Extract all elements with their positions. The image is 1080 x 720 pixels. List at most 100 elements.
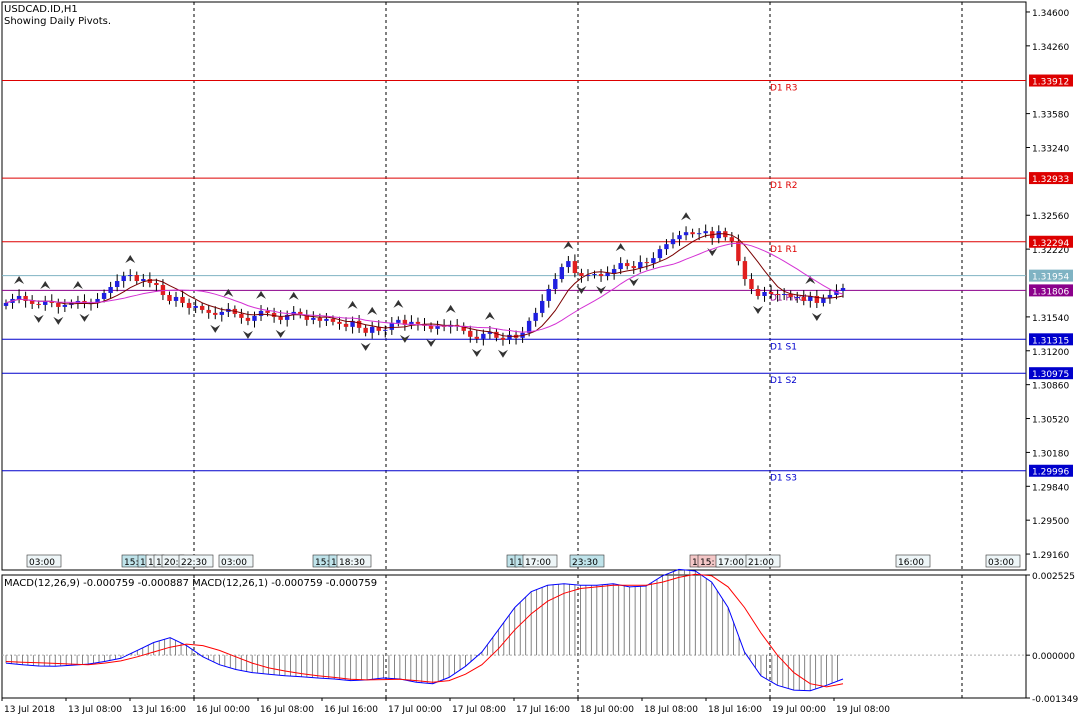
- candle-body: [749, 279, 754, 289]
- candle-body: [814, 295, 820, 303]
- price-tick-label: 1.29160: [1032, 551, 1069, 561]
- candle-body: [775, 293, 780, 295]
- candle-body: [324, 318, 329, 321]
- candle-body: [605, 273, 610, 277]
- candle-body: [494, 331, 499, 338]
- session-tag: [745, 554, 781, 568]
- level-price-tag: [1029, 74, 1073, 87]
- moving-averages: [5, 233, 844, 337]
- time-label: 18 Jul 16:00: [708, 705, 762, 715]
- level-price-tag-text: 1.31315: [1032, 336, 1069, 346]
- price-tick-label: 1.29500: [1032, 517, 1069, 527]
- candle-body: [278, 316, 283, 320]
- candle-body: [206, 309, 211, 313]
- level-name-2: D1 R1: [770, 245, 798, 255]
- time-label: 19 Jul 08:00: [836, 705, 890, 715]
- candle-body: [657, 249, 663, 259]
- candle-body: [533, 312, 538, 321]
- candle-body: [219, 311, 224, 315]
- fractal-up-arrow: [445, 304, 456, 313]
- session-tag: [522, 554, 558, 568]
- candle-body: [572, 261, 578, 274]
- session-tag-label: 1: [331, 558, 337, 568]
- candle-body: [827, 294, 833, 298]
- time-label: 16 Jul 08:00: [260, 705, 314, 715]
- price-tick-label: 1.34260: [1032, 43, 1069, 53]
- candle-body: [108, 286, 113, 293]
- candle-body: [193, 305, 198, 308]
- candle-body: [507, 334, 512, 340]
- fractal-up-arrow: [125, 255, 136, 264]
- session-tag: [178, 554, 214, 568]
- session-tag: [26, 554, 62, 568]
- candle-body: [154, 283, 159, 286]
- candle-body: [598, 274, 604, 277]
- candle-body: [265, 310, 270, 313]
- candle-body: [356, 320, 362, 328]
- price-tick-label: 1.29840: [1032, 483, 1069, 493]
- candle-body: [716, 231, 721, 239]
- fractal-down-arrow: [628, 278, 639, 287]
- candle-body: [834, 290, 839, 295]
- session-tag-label: 1: [517, 558, 523, 568]
- current-price-tag-text: 1.31954: [1032, 273, 1069, 283]
- candle-body: [245, 317, 251, 321]
- candle-body: [239, 313, 244, 318]
- time-axis: 03:00 15: 1 1 1 20: 22:30 03:00 15: 1 18:30 1 1 17:00…: [1, 554, 1021, 715]
- session-tag: [895, 554, 931, 568]
- macd-tick-label: 0.002525: [1032, 572, 1075, 582]
- session-tag-label: 03:00: [221, 558, 247, 568]
- candle-body: [363, 327, 368, 333]
- level-price-tag-text: 1.29996: [1032, 468, 1069, 478]
- candle-body: [840, 287, 846, 291]
- time-label: 16 Jul 16:00: [324, 705, 378, 715]
- session-tag: [336, 554, 372, 568]
- session-tag: [569, 554, 605, 568]
- candle-body: [526, 320, 532, 333]
- candle-body: [369, 326, 375, 333]
- session-tag-label: 1: [148, 558, 154, 568]
- candle-body: [808, 295, 813, 301]
- fractal-down-arrow: [210, 324, 221, 333]
- candle-body: [670, 239, 676, 245]
- candle-body: [651, 258, 656, 264]
- candle-body: [742, 261, 748, 280]
- candle-body: [396, 319, 401, 323]
- candle-body: [173, 296, 179, 301]
- candle-body: [147, 279, 153, 284]
- candle-body: [95, 298, 100, 303]
- fractal-down-arrow: [426, 338, 437, 347]
- fractal-up-arrow: [72, 280, 83, 289]
- macd-tick-label: 0.000000: [1032, 652, 1075, 662]
- candle-body: [736, 241, 741, 262]
- fractal-down-arrow: [360, 342, 371, 351]
- candle-body: [3, 302, 9, 306]
- session-tag-label: 1: [140, 558, 146, 568]
- candle-body: [631, 266, 636, 269]
- candle-body: [481, 333, 486, 339]
- fractal-up-arrow: [681, 212, 692, 221]
- fractal-down-arrow: [497, 349, 508, 358]
- candle-body: [409, 321, 414, 325]
- candle-body: [683, 232, 689, 236]
- candle-body: [579, 273, 584, 277]
- fractal-up-arrow: [288, 291, 299, 300]
- level-price-tag: [1029, 235, 1073, 248]
- candle-body: [16, 295, 22, 299]
- session-tag-label: 20:: [164, 558, 178, 568]
- session-tag-label: 03:00: [29, 558, 55, 568]
- ma-fast-line: [5, 233, 844, 337]
- candle-body: [500, 337, 506, 340]
- candle-body: [252, 315, 257, 321]
- candle-body: [128, 275, 133, 277]
- fractal-up-arrow: [393, 299, 404, 308]
- fractal-down-arrow: [576, 286, 587, 295]
- candle-body: [762, 291, 767, 296]
- candle-body: [696, 233, 702, 235]
- candle-body: [23, 295, 28, 301]
- candle-body: [546, 288, 551, 301]
- candle-body: [768, 291, 774, 294]
- candle-body: [664, 244, 669, 250]
- candle-body: [611, 269, 617, 274]
